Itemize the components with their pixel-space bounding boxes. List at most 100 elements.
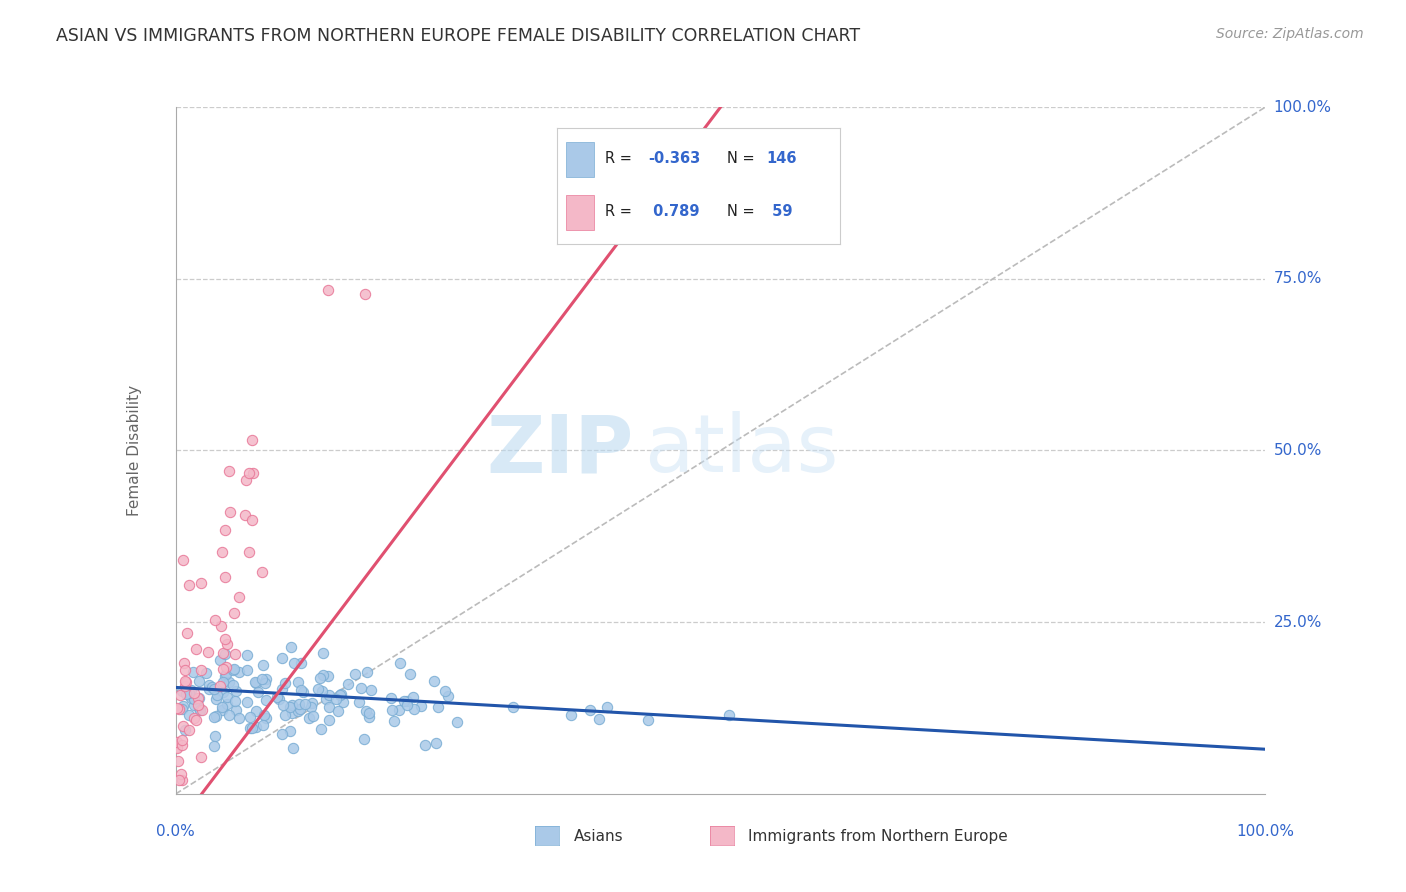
Asians — [240, 721, 263, 735]
Asians — [217, 697, 239, 711]
Asians — [225, 703, 247, 717]
Asians — [446, 714, 468, 729]
Asians — [433, 684, 456, 698]
Immigrants from Northern Europe — [238, 466, 260, 480]
Asians — [283, 656, 305, 670]
Asians — [254, 711, 277, 725]
Immigrants from Northern Europe — [184, 642, 207, 657]
Immigrants from Northern Europe — [222, 606, 245, 620]
Asians — [172, 698, 194, 713]
Asians — [307, 682, 329, 697]
Asians — [309, 723, 332, 737]
Asians — [239, 709, 262, 723]
Asians — [271, 698, 294, 712]
Asians — [422, 673, 444, 688]
Asians — [187, 690, 209, 705]
Asians — [308, 671, 330, 685]
Immigrants from Northern Europe — [174, 664, 197, 678]
Asians — [325, 692, 347, 706]
Immigrants from Northern Europe — [169, 688, 191, 702]
Asians — [170, 684, 193, 698]
Asians — [205, 708, 228, 723]
Immigrants from Northern Europe — [174, 675, 197, 690]
Asians — [236, 663, 259, 677]
Immigrants from Northern Europe — [354, 287, 377, 301]
Immigrants from Northern Europe — [179, 578, 201, 592]
Text: ZIP: ZIP — [486, 411, 633, 490]
Asians — [409, 699, 432, 714]
Text: atlas: atlas — [644, 411, 838, 490]
Asians — [245, 704, 267, 718]
Asians — [211, 703, 233, 717]
Asians — [197, 678, 219, 692]
Immigrants from Northern Europe — [215, 659, 238, 673]
Asians — [208, 653, 231, 667]
Asians — [287, 704, 309, 718]
Asians — [252, 718, 274, 732]
Asians — [212, 685, 235, 699]
Asians — [245, 676, 267, 690]
Asians — [253, 676, 276, 690]
Immigrants from Northern Europe — [217, 636, 239, 650]
Text: 0.0%: 0.0% — [156, 824, 195, 839]
Asians — [214, 666, 236, 681]
Text: 75.0%: 75.0% — [1274, 271, 1322, 286]
Asians — [312, 646, 335, 660]
Asians — [288, 702, 311, 716]
Asians — [281, 740, 304, 755]
Asians — [222, 663, 245, 677]
Asians — [188, 701, 211, 715]
Asians — [179, 708, 201, 723]
Text: Asians: Asians — [574, 829, 623, 844]
Asians — [402, 690, 425, 704]
Asians — [415, 738, 437, 752]
Asians — [287, 674, 309, 689]
Immigrants from Northern Europe — [209, 619, 232, 633]
Asians — [225, 684, 247, 698]
Immigrants from Northern Europe — [252, 565, 274, 579]
Asians — [312, 668, 335, 682]
Asians — [218, 674, 240, 689]
Immigrants from Northern Europe — [172, 553, 194, 567]
Immigrants from Northern Europe — [186, 698, 208, 713]
Asians — [318, 669, 340, 683]
Asians — [180, 691, 202, 706]
Asians — [188, 703, 211, 717]
Immigrants from Northern Europe — [190, 749, 212, 764]
Asians — [281, 706, 304, 720]
Asians — [302, 709, 325, 723]
Text: Source: ZipAtlas.com: Source: ZipAtlas.com — [1216, 27, 1364, 41]
Asians — [280, 640, 302, 654]
Asians — [596, 700, 619, 714]
Immigrants from Northern Europe — [166, 735, 188, 749]
Asians — [228, 711, 250, 725]
Asians — [388, 703, 411, 717]
Immigrants from Northern Europe — [214, 523, 236, 537]
Asians — [330, 687, 353, 701]
Asians — [187, 673, 209, 688]
Asians — [254, 673, 277, 687]
Asians — [392, 693, 415, 707]
Immigrants from Northern Europe — [167, 702, 190, 716]
Asians — [214, 647, 236, 661]
Asians — [350, 681, 373, 696]
Asians — [245, 720, 267, 734]
Asians — [399, 666, 422, 681]
Asians — [179, 689, 201, 703]
Asians — [222, 678, 245, 692]
Asians — [266, 690, 288, 704]
Asians — [198, 681, 221, 696]
Immigrants from Northern Europe — [242, 466, 264, 480]
Asians — [214, 669, 236, 683]
Asians — [427, 699, 450, 714]
Immigrants from Northern Europe — [183, 686, 205, 700]
Asians — [202, 739, 225, 753]
Text: ASIAN VS IMMIGRANTS FROM NORTHERN EUROPE FEMALE DISABILITY CORRELATION CHART: ASIAN VS IMMIGRANTS FROM NORTHERN EUROPE… — [56, 27, 860, 45]
Asians — [357, 706, 380, 720]
Immigrants from Northern Europe — [184, 714, 207, 728]
Immigrants from Northern Europe — [190, 576, 212, 591]
Asians — [396, 698, 419, 712]
Asians — [389, 656, 412, 670]
Asians — [291, 685, 314, 699]
Text: 100.0%: 100.0% — [1274, 100, 1331, 114]
